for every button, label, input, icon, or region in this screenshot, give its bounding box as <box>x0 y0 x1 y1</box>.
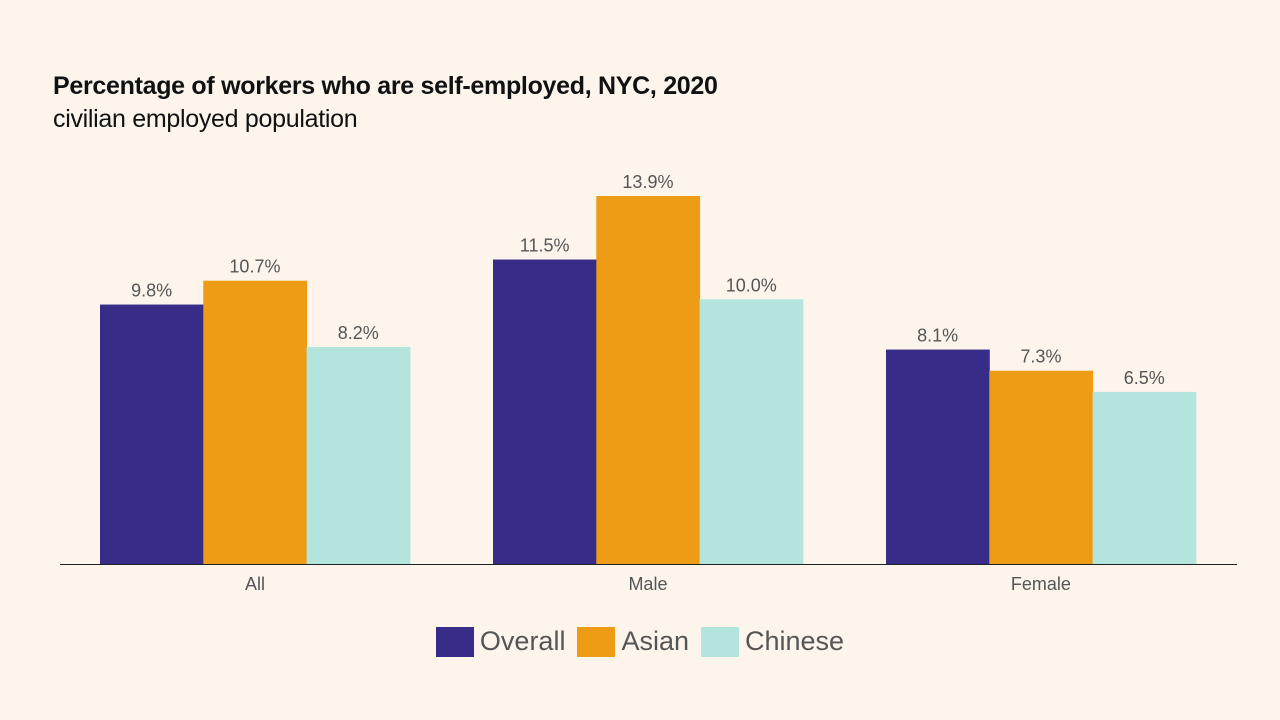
bar-overall-all <box>100 304 204 564</box>
legend-item-chinese: Chinese <box>701 626 844 657</box>
data-label: 13.9% <box>622 172 673 192</box>
data-label: 11.5% <box>520 236 570 256</box>
data-label: 10.0% <box>726 275 777 295</box>
bar-asian-male <box>596 196 701 564</box>
legend-item-overall: Overall <box>435 626 566 657</box>
data-label: 10.7% <box>229 257 280 277</box>
legend-swatch <box>435 626 474 657</box>
x-tick-label: Male <box>628 574 667 594</box>
bar-overall-male <box>493 259 597 564</box>
bar-asian-all <box>203 280 308 564</box>
bar-overall-female <box>886 349 990 564</box>
x-tick-label: Female <box>1011 574 1071 594</box>
legend-label: Asian <box>621 626 689 656</box>
legend-swatch <box>577 626 616 657</box>
chart-title: Percentage of workers who are self-emplo… <box>53 72 718 100</box>
data-label: 8.2% <box>338 323 379 343</box>
bar-chinese-female <box>1092 391 1197 564</box>
data-label: 8.1% <box>917 326 958 346</box>
bar-asian-female <box>989 370 1094 564</box>
legend-swatch <box>701 626 739 657</box>
data-label: 7.3% <box>1020 347 1061 367</box>
bar-chinese-all <box>306 346 411 564</box>
legend-label: Overall <box>479 626 566 656</box>
legend: Overall Asian Chinese <box>0 626 1280 657</box>
data-label: 6.5% <box>1124 368 1165 388</box>
bar-chinese-male <box>699 299 804 564</box>
chart-subtitle: civilian employed population <box>53 105 358 133</box>
legend-label: Chinese <box>745 626 845 656</box>
data-label: 9.8% <box>131 281 172 301</box>
legend-item-asian: Asian <box>577 626 689 657</box>
x-tick-label: All <box>245 574 265 594</box>
